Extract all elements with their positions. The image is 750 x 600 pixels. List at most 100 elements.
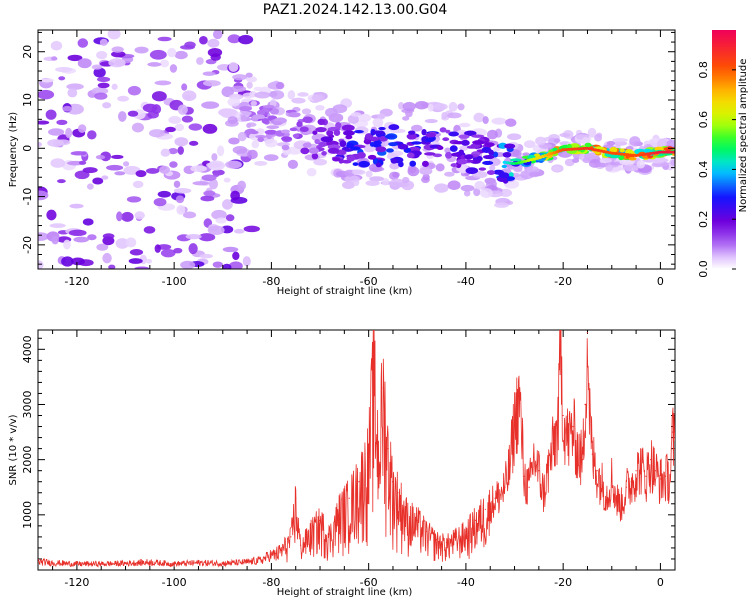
spectrogram-y-tick-label: -20 — [21, 236, 34, 254]
spectrogram-x-axis-label: Height of straight line (km) — [277, 286, 413, 297]
spectrogram-cell — [619, 148, 625, 153]
spectrogram-cell — [68, 229, 87, 237]
spectrogram-cell — [242, 256, 251, 267]
snr-data-point — [674, 448, 675, 450]
spectrogram-x-tick-label: -60 — [360, 275, 378, 288]
spectrogram-cell — [456, 158, 468, 165]
spectrogram-y-tick-label: -10 — [21, 188, 34, 206]
snr-data-point — [601, 481, 603, 483]
spectrogram-cell — [246, 122, 252, 128]
snr-data-point — [494, 497, 496, 499]
spectrogram-cell — [333, 129, 341, 137]
spectrogram-cell — [196, 57, 204, 65]
snr-data-point — [76, 563, 78, 565]
spectrogram-cell — [482, 154, 495, 160]
spectrogram-cell — [126, 196, 142, 203]
snr-data-point — [484, 508, 486, 510]
spectrogram-cell — [609, 146, 618, 153]
spectrogram-cell — [625, 149, 634, 155]
snr-data-point — [348, 497, 350, 499]
spectrogram-cell — [70, 151, 87, 156]
spectrogram-cell — [406, 133, 417, 140]
spectrogram-cell — [63, 239, 71, 250]
spectrogram-cell — [232, 145, 248, 154]
spectrogram-cell — [365, 180, 380, 186]
spectrogram-cell — [250, 100, 258, 107]
spectrogram-cell — [351, 169, 366, 175]
spectrogram-cell — [315, 104, 325, 111]
spectrogram-cell — [153, 197, 167, 207]
spectrogram-cell — [389, 162, 400, 170]
spectrogram-cell — [48, 128, 65, 136]
snr-data-point — [38, 561, 39, 563]
snr-frame — [37, 329, 676, 571]
spectrogram-cell — [297, 92, 309, 97]
spectrogram-cell — [174, 123, 185, 132]
spectrogram-cell — [460, 184, 475, 192]
spectrogram-cell — [228, 62, 239, 72]
spectrogram-cell — [127, 110, 139, 117]
spectrogram-cell — [222, 263, 232, 269]
spectrogram-cell — [223, 177, 231, 183]
spectrogram-cell — [174, 50, 188, 60]
spectrogram-cell — [232, 251, 240, 261]
snr-data-point — [382, 387, 384, 389]
spectrogram-cell — [346, 143, 355, 148]
spectrogram-cell — [111, 154, 124, 159]
spectrogram-cell — [177, 104, 188, 115]
snr-x-tick-label: -120 — [64, 576, 89, 589]
snr-data-point — [620, 503, 623, 505]
spectrogram-cell — [143, 226, 156, 234]
spectrogram-cell — [92, 177, 104, 185]
spectrogram-cell — [458, 122, 471, 128]
spectrogram-cell — [392, 171, 400, 178]
spectrogram-cell — [422, 173, 430, 181]
spectrogram-cell — [479, 188, 493, 198]
spectrogram-cell — [501, 164, 508, 169]
spectrogram-cell — [47, 139, 64, 147]
snr-trace-group — [38, 330, 675, 568]
spectrogram-cell — [449, 145, 458, 152]
spectrogram-cell — [238, 34, 254, 45]
spectrogram-cell — [199, 35, 208, 45]
spectrogram-cell — [390, 158, 398, 164]
spectrogram-cell — [612, 138, 629, 143]
spectrogram-cell — [264, 129, 278, 135]
spectrogram-cell — [67, 54, 83, 62]
spectrogram-y-axis-label: Frequency (Hz) — [8, 112, 19, 188]
spectrogram-cell — [127, 85, 141, 96]
spectrogram-cell — [466, 145, 477, 149]
spectrogram-cell — [46, 209, 57, 221]
spectrogram-cell — [425, 132, 436, 138]
spectrogram-cell — [168, 148, 178, 155]
spectrogram-cell — [465, 167, 479, 174]
spectrogram-cell — [128, 258, 143, 264]
spectrogram-cell — [254, 160, 268, 166]
spectrogram-cell — [559, 132, 571, 138]
spectrogram-cell — [208, 178, 219, 190]
spectrogram-cell — [242, 111, 252, 116]
snr-x-tick-label: -100 — [162, 576, 187, 589]
colorbar-tick-label: 0.6 — [697, 111, 710, 129]
spectrogram-cell — [343, 130, 355, 136]
spectrogram-cell — [38, 120, 50, 125]
spectrogram-cell — [358, 160, 370, 168]
colorbar-tick-label: 0.4 — [697, 161, 710, 179]
snr-data-point — [397, 492, 399, 494]
snr-data-point — [645, 475, 647, 477]
snr-data-point — [625, 486, 627, 488]
spectrogram-cell — [108, 264, 116, 269]
spectrogram-cell — [381, 178, 390, 186]
spectrogram-cell — [300, 147, 310, 155]
spectrogram-cell — [97, 82, 110, 89]
snr-data-point — [567, 436, 569, 439]
spectrogram-cell — [255, 134, 267, 139]
spectrogram-cell — [365, 170, 373, 178]
spectrogram-cell — [65, 127, 73, 139]
spectrogram-cell — [385, 148, 394, 153]
spectrogram-cell — [230, 85, 247, 93]
spectrogram-cell — [202, 123, 218, 134]
spectrogram-cell — [636, 160, 646, 169]
colorbar: 0.0 0.2 0.4 0.6 0.8 Normalized spectral ampli… — [697, 30, 749, 278]
